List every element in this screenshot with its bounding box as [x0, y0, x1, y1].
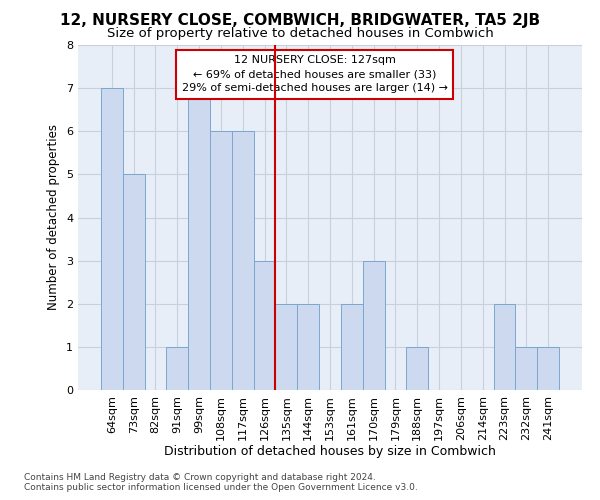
Bar	[123, 174, 145, 390]
Bar	[166, 347, 188, 390]
Text: Contains HM Land Registry data © Crown copyright and database right 2024.
Contai: Contains HM Land Registry data © Crown c…	[24, 472, 418, 492]
Text: 12 NURSERY CLOSE: 127sqm
← 69% of detached houses are smaller (33)
29% of semi-d: 12 NURSERY CLOSE: 127sqm ← 69% of detach…	[182, 56, 448, 94]
Bar	[363, 260, 385, 390]
Bar	[101, 88, 123, 390]
Bar	[232, 131, 254, 390]
Bar	[494, 304, 515, 390]
Bar	[406, 347, 428, 390]
Bar	[341, 304, 363, 390]
Bar	[254, 260, 275, 390]
X-axis label: Distribution of detached houses by size in Combwich: Distribution of detached houses by size …	[164, 446, 496, 458]
Bar	[537, 347, 559, 390]
Bar	[297, 304, 319, 390]
Bar	[188, 88, 210, 390]
Text: Size of property relative to detached houses in Combwich: Size of property relative to detached ho…	[107, 28, 493, 40]
Bar	[515, 347, 537, 390]
Bar	[275, 304, 297, 390]
Bar	[210, 131, 232, 390]
Y-axis label: Number of detached properties: Number of detached properties	[47, 124, 61, 310]
Text: 12, NURSERY CLOSE, COMBWICH, BRIDGWATER, TA5 2JB: 12, NURSERY CLOSE, COMBWICH, BRIDGWATER,…	[60, 12, 540, 28]
